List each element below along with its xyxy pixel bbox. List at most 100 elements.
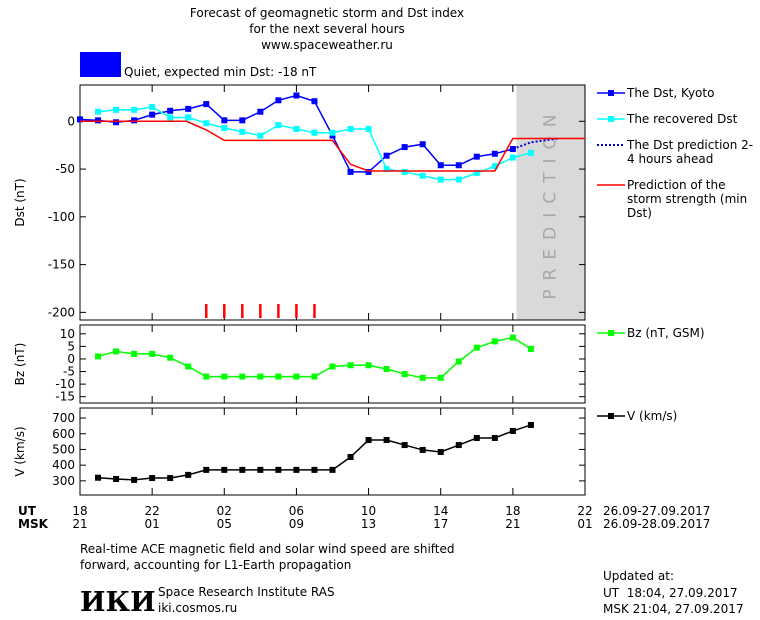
data-point [239, 466, 246, 473]
y-axis-label: V (km/s) [13, 426, 27, 476]
data-point [437, 448, 444, 455]
data-point [149, 350, 156, 357]
data-point [257, 132, 264, 139]
data-point [365, 437, 372, 444]
data-point [95, 108, 102, 115]
data-point [509, 334, 516, 341]
data-point [491, 163, 498, 170]
prediction-region [516, 85, 585, 320]
data-point [347, 125, 354, 132]
y-tick-label: -50 [55, 162, 75, 176]
legend-label: V (km/s) [627, 409, 678, 423]
data-point [491, 434, 498, 441]
data-point [419, 446, 426, 453]
data-point [131, 476, 138, 483]
legend-marker [608, 330, 614, 336]
data-point [185, 114, 192, 121]
data-point [383, 366, 390, 373]
data-point [419, 374, 426, 381]
legend-swatch [597, 144, 625, 146]
data-point [311, 373, 318, 380]
data-point [473, 153, 480, 160]
status-text: Quiet, expected min Dst: -18 nT [124, 65, 317, 79]
series-line [512, 137, 559, 150]
data-point [347, 453, 354, 460]
data-point [473, 344, 480, 351]
x-row-dates: 26.09-27.09.2017 [603, 504, 710, 518]
legend-swatch [597, 413, 625, 419]
data-point [275, 466, 282, 473]
legend-swatch [597, 116, 625, 122]
x-tick-label: 22 [145, 504, 160, 518]
y-tick-label: 0 [67, 114, 75, 128]
y-tick-label: 600 [52, 427, 75, 441]
x-tick-label: 09 [289, 517, 304, 531]
data-point [293, 373, 300, 380]
x-tick-label: 13 [361, 517, 376, 531]
x-tick-label: 05 [217, 517, 232, 531]
data-point [455, 442, 462, 449]
legend-swatch [597, 184, 625, 186]
data-point [455, 162, 462, 169]
y-tick-label: -100 [48, 210, 75, 224]
x-row-name: MSK [18, 517, 49, 531]
title-line: www.spaceweather.ru [261, 38, 393, 52]
data-point [329, 129, 336, 136]
data-point [365, 362, 372, 369]
x-tick-label: 01 [145, 517, 160, 531]
title-line: for the next several hours [249, 22, 405, 36]
data-point [527, 345, 534, 352]
legend-label: The recovered Dst [627, 112, 738, 126]
data-point [329, 466, 336, 473]
data-point [185, 105, 192, 112]
data-point [185, 363, 192, 370]
plot-frame [79, 84, 586, 321]
legend-entry: The Dst, Kyoto [595, 86, 757, 100]
data-point [527, 421, 534, 428]
x-tick-label: 18 [72, 504, 87, 518]
data-point [383, 166, 390, 173]
plot-frame [79, 407, 586, 496]
y-tick-label: -15 [55, 390, 75, 404]
data-point [293, 466, 300, 473]
logo: ИКИ [80, 587, 156, 618]
x-tick-label: 02 [217, 504, 232, 518]
data-point [131, 117, 138, 124]
updated: MSK 21:04, 27.09.2017 [603, 602, 744, 616]
x-tick-label: 01 [577, 517, 592, 531]
data-point [401, 371, 408, 378]
data-point [275, 373, 282, 380]
updated: UT 18:04, 27.09.2017 [603, 586, 738, 600]
site: iki.cosmos.ru [158, 601, 237, 615]
x-tick-label: 18 [505, 504, 520, 518]
data-point [113, 106, 120, 113]
y-axis-label: Dst (nT) [13, 178, 27, 226]
legend-label: Prediction of the storm strength (min Ds… [627, 178, 752, 220]
data-point [113, 348, 120, 355]
legend-marker [608, 413, 614, 419]
x-row-name: UT [18, 504, 37, 518]
x-tick-label: 22 [577, 504, 592, 518]
data-point [311, 129, 318, 136]
data-point [275, 122, 282, 129]
data-point [293, 125, 300, 132]
data-point [221, 466, 228, 473]
note: Real-time ACE magnetic field and solar w… [80, 542, 455, 556]
data-point [383, 437, 390, 444]
data-point [167, 475, 174, 482]
data-point [347, 362, 354, 369]
data-point [185, 471, 192, 478]
data-point [203, 101, 210, 108]
x-tick-label: 06 [289, 504, 304, 518]
series-line [80, 120, 585, 172]
updated: Updated at: [603, 569, 674, 583]
data-point [167, 114, 174, 121]
data-point [149, 103, 156, 110]
data-point [149, 475, 156, 482]
data-point [221, 373, 228, 380]
data-point [329, 363, 336, 370]
legend-entry: V (km/s) [595, 409, 757, 423]
series-line [97, 106, 532, 181]
x-tick-label: 14 [433, 504, 448, 518]
data-point [293, 92, 300, 99]
